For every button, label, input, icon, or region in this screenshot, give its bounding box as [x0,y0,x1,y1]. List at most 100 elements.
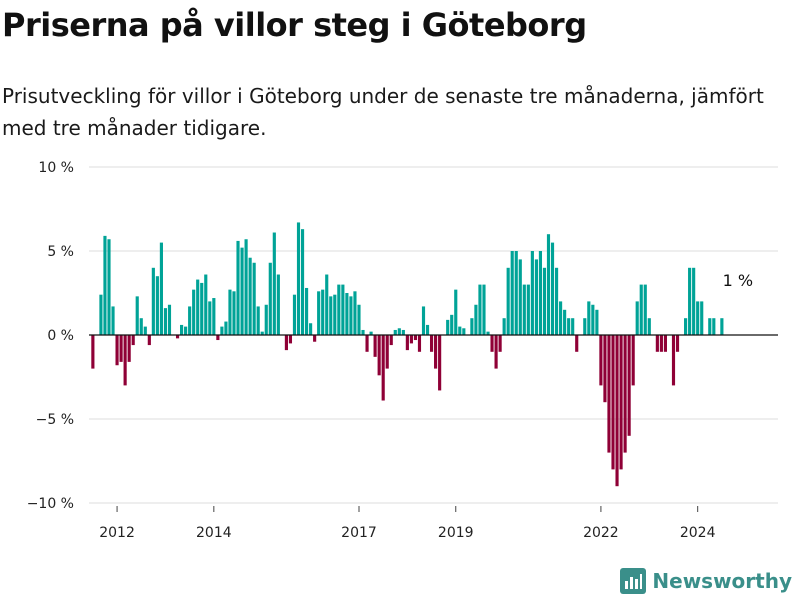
bar [272,232,276,335]
bar [333,294,337,335]
y-tick-label: 10 % [38,160,74,176]
bar [675,335,680,352]
bar [147,335,151,346]
bar [163,308,168,335]
bar [563,309,567,335]
bar [639,284,643,335]
bar [252,262,256,335]
x-tick-label: 2019 [438,525,474,541]
bar [623,335,627,453]
y-tick-label: −5 % [36,412,74,428]
bar [377,335,381,376]
bar [671,335,676,386]
bar [393,329,397,335]
bar [123,335,127,386]
bar [554,267,559,335]
bar-series [91,222,724,487]
bar [458,326,462,335]
bar [313,335,317,342]
bar [296,222,301,335]
bar [421,306,426,335]
bar [389,335,393,346]
bar [510,251,514,335]
bar [446,319,450,335]
bar [462,328,466,335]
bar [474,304,478,335]
bar [575,335,579,352]
newsworthy-logo-icon [620,568,647,594]
bar [329,296,333,335]
bar [530,251,534,335]
bar [224,321,228,335]
bar [341,284,345,335]
bar [353,291,357,335]
bar [720,318,724,335]
bar [599,335,603,386]
bar [284,335,288,351]
y-tick-label: −10 % [27,496,74,512]
bar [692,267,696,335]
bar [619,335,623,470]
bar [486,331,490,335]
bar [236,240,240,335]
bar [546,234,551,335]
y-tick-label: 0 % [47,328,74,344]
bar [595,309,599,335]
bar [99,294,103,335]
bar [401,329,405,335]
bar [268,262,272,335]
x-tick-label: 2022 [583,525,619,541]
bar [365,335,369,352]
bar [228,289,232,335]
bar [526,284,530,335]
bar [490,335,494,352]
bar [309,323,313,335]
bar [659,335,663,352]
x-tick-label: 2014 [196,525,232,541]
bar [583,318,587,335]
bar [103,235,107,335]
bar [643,284,647,335]
bar-chart: 10 % 5 % 0 % −5 % −10 % 2012 2014 2017 2019 2022… [27,160,778,541]
bar [591,304,595,335]
bar [615,335,619,487]
bar [514,251,518,335]
bar [450,314,454,335]
bar [571,318,575,335]
bar [111,306,115,335]
bar [361,329,365,335]
bar [208,301,212,335]
bar [454,289,458,335]
bar [167,304,172,335]
x-tick-label: 2017 [341,525,377,541]
bar [538,251,543,335]
bar [708,318,712,335]
bar [405,335,409,351]
bar [373,335,377,357]
bar [212,298,216,335]
bar [256,306,260,335]
bar [127,335,131,362]
bar [91,335,95,369]
bar [409,335,413,344]
bar [429,335,434,352]
bar [151,267,155,335]
bar [345,293,349,335]
bar [655,335,659,352]
bar [216,335,220,341]
bar [603,335,607,403]
bar [155,276,159,335]
bar [288,335,293,344]
bar [276,274,280,335]
bar [232,291,236,335]
bar [337,284,341,335]
bar [438,335,442,391]
bar [611,335,615,470]
bar [180,324,184,335]
bar [115,335,119,366]
y-tick-label: 5 % [47,244,74,260]
bar [204,274,208,335]
brand-logo: Newsworthy [620,568,792,594]
bar [321,289,325,335]
bar [349,296,353,335]
